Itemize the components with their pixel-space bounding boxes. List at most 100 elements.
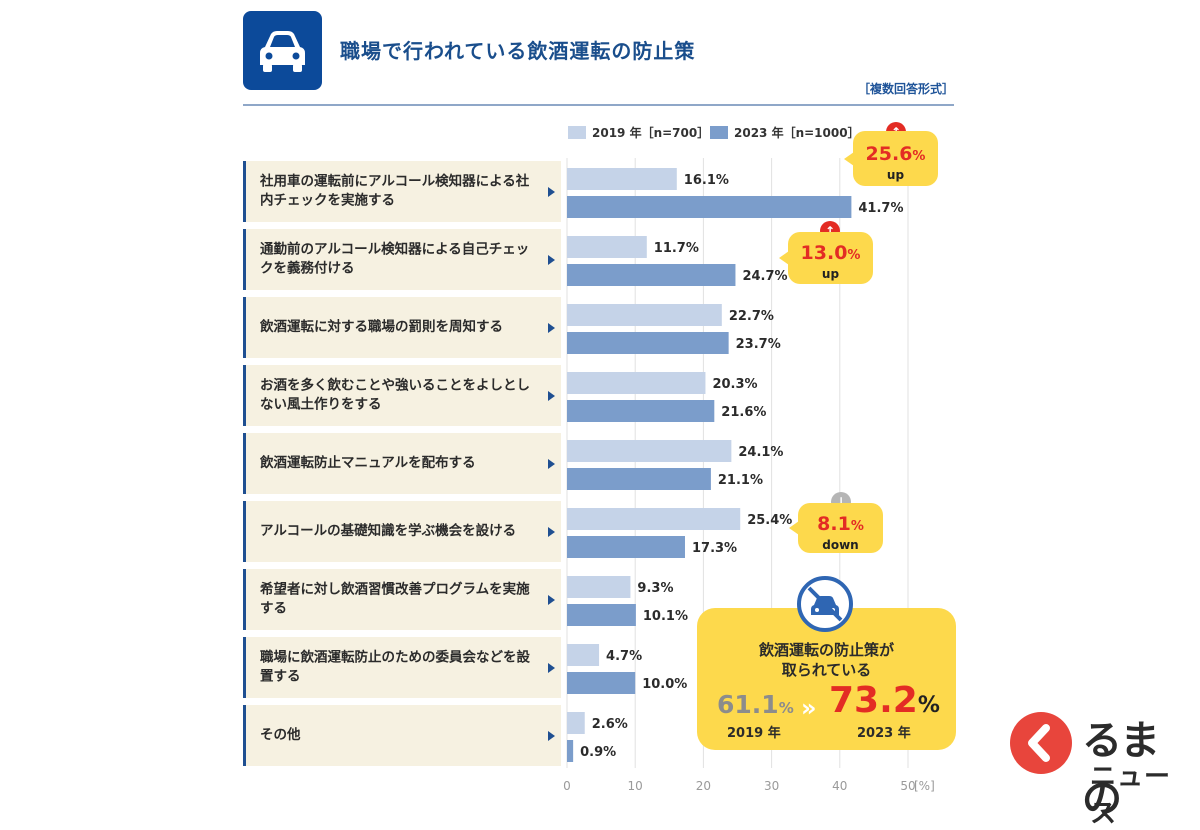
category-label: 希望者に対し飲酒習慣改善プログラムを実施する	[260, 580, 530, 617]
data-label: 4.7%	[606, 649, 642, 664]
category-row: その他	[243, 705, 561, 766]
x-unit-label: [%]	[914, 779, 935, 793]
bar-2023	[567, 740, 574, 762]
data-label: 23.7%	[736, 337, 781, 352]
category-label: 飲酒運転に対する職場の罰則を周知する	[260, 318, 503, 335]
legend-label-2023: 2023 年［n=1000］	[734, 126, 860, 140]
car-icon	[243, 11, 322, 90]
bar-2023	[567, 604, 636, 626]
bar-2019	[567, 508, 741, 530]
callout-value: 8.1	[817, 513, 851, 535]
bar-2019	[567, 576, 631, 598]
x-tick-label: 50	[900, 779, 915, 793]
triangle-right-icon	[548, 186, 555, 197]
callout-direction: up	[886, 168, 905, 182]
summary-new-year: 2023 年	[857, 726, 911, 741]
category-row: アルコールの基礎知識を学ぶ機会を設ける	[243, 501, 561, 562]
x-tick-label: 0	[563, 779, 571, 793]
bar-chart: 0 10 20 30 40 50[%] 16.1% 11.7% 22.7% 20.3% 24.1% 2…	[563, 158, 935, 793]
callout-direction: up	[821, 267, 840, 281]
legend-swatch-2019	[568, 126, 586, 139]
data-label: 20.3%	[712, 377, 757, 392]
bar-2023	[567, 536, 685, 558]
triangle-right-icon	[548, 526, 555, 537]
summary-title: 飲酒運転の防止策が 取られている	[697, 640, 956, 680]
triangle-right-icon	[548, 458, 555, 469]
category-label: 社用車の運転前にアルコール検知器による社内チェックを実施する	[260, 172, 530, 209]
category-label: 通勤前のアルコール検知器による自己チェックを義務付ける	[260, 240, 530, 277]
category-row: 職場に飲酒運転防止のための委員会などを設置する	[243, 637, 561, 698]
title-divider	[243, 104, 954, 106]
bar-2023	[567, 196, 852, 218]
callout-unit: %	[850, 519, 864, 534]
category-row: 社用車の運転前にアルコール検知器による社内チェックを実施する	[243, 161, 561, 222]
data-label: 11.7%	[654, 241, 699, 256]
x-tick-label: 10	[628, 779, 643, 793]
callout-unit: %	[912, 149, 926, 164]
change-callout: 13.0% up	[779, 232, 873, 284]
bar-2019	[567, 304, 722, 326]
category-row: 飲酒運転に対する職場の罰則を周知する	[243, 297, 561, 358]
triangle-right-icon	[548, 730, 555, 741]
triangle-right-icon	[548, 662, 555, 673]
data-label: 10.0%	[642, 677, 687, 692]
triangle-right-icon	[548, 594, 555, 605]
callout-unit: %	[847, 248, 861, 263]
triangle-right-icon	[548, 322, 555, 333]
kuruma-news-logo: るまの ニュース	[1008, 708, 1188, 829]
data-label: 21.1%	[718, 473, 763, 488]
summary-old-unit: %	[778, 699, 794, 717]
triangle-right-icon	[548, 390, 555, 401]
data-label: 10.1%	[643, 609, 688, 624]
callout-value: 25.6	[865, 143, 913, 165]
bar-2019	[567, 712, 585, 734]
double-chevron-right-icon: »	[801, 694, 816, 722]
bar-2019	[567, 372, 706, 394]
logo-text-line2: ニュース	[1090, 762, 1172, 829]
summary-old-value: 61.1%	[717, 690, 794, 719]
summary-title-line2: 取られている	[781, 661, 872, 679]
kuruma-logo-icon	[1010, 712, 1072, 774]
bar-2023	[567, 400, 715, 422]
data-label: 24.1%	[738, 445, 783, 460]
category-label: アルコールの基礎知識を学ぶ機会を設ける	[260, 522, 517, 539]
summary-old-number: 61.1	[717, 690, 779, 719]
page-title: 職場で行われている飲酒運転の防止策	[340, 39, 696, 63]
legend-2023: 2023 年［n=1000］	[710, 124, 860, 141]
category-label: お酒を多く飲むことや強いることをよしとしない風土作りをする	[260, 376, 530, 413]
data-label: 16.1%	[684, 173, 729, 188]
data-label: 41.7%	[858, 201, 903, 216]
x-tick-label: 40	[832, 779, 847, 793]
callout-value: 13.0	[800, 242, 848, 264]
multiple-answer-note: ［複数回答形式］	[857, 82, 954, 96]
category-row: 飲酒運転防止マニュアルを配布する	[243, 433, 561, 494]
data-label: 21.6%	[721, 405, 766, 420]
summary-old-year: 2019 年	[727, 726, 781, 741]
bar-2019	[567, 440, 732, 462]
summary-title-line1: 飲酒運転の防止策が	[758, 641, 894, 659]
summary-new-number: 73.2	[829, 680, 918, 721]
summary-new-unit: %	[917, 693, 940, 718]
bar-2019	[567, 644, 600, 666]
bar-2019	[567, 236, 647, 258]
bar-2023	[567, 264, 736, 286]
legend-2019: 2019 年［n=700］	[568, 124, 709, 141]
bar-2019	[567, 168, 677, 190]
logo-text-line1: るまの	[1082, 718, 1160, 822]
data-label: 9.3%	[637, 581, 673, 596]
triangle-right-icon	[548, 254, 555, 265]
x-tick-label: 20	[696, 779, 711, 793]
category-row: お酒を多く飲むことや強いることをよしとしない風土作りをする	[243, 365, 561, 426]
bar-2023	[567, 672, 636, 694]
legend-label-2019: 2019 年［n=700］	[592, 126, 710, 140]
bar-2023	[567, 332, 729, 354]
data-label: 25.4%	[747, 513, 792, 528]
no-drunk-driving-icon	[797, 576, 853, 632]
legend-swatch-2023	[710, 126, 728, 139]
category-row: 希望者に対し飲酒習慣改善プログラムを実施する	[243, 569, 561, 630]
change-callout: 8.1% down	[789, 503, 883, 553]
category-label: その他	[260, 726, 301, 743]
category-row: 通勤前のアルコール検知器による自己チェックを義務付ける	[243, 229, 561, 290]
data-label: 0.9%	[580, 745, 616, 760]
category-label: 職場に飲酒運転防止のための委員会などを設置する	[260, 648, 530, 685]
